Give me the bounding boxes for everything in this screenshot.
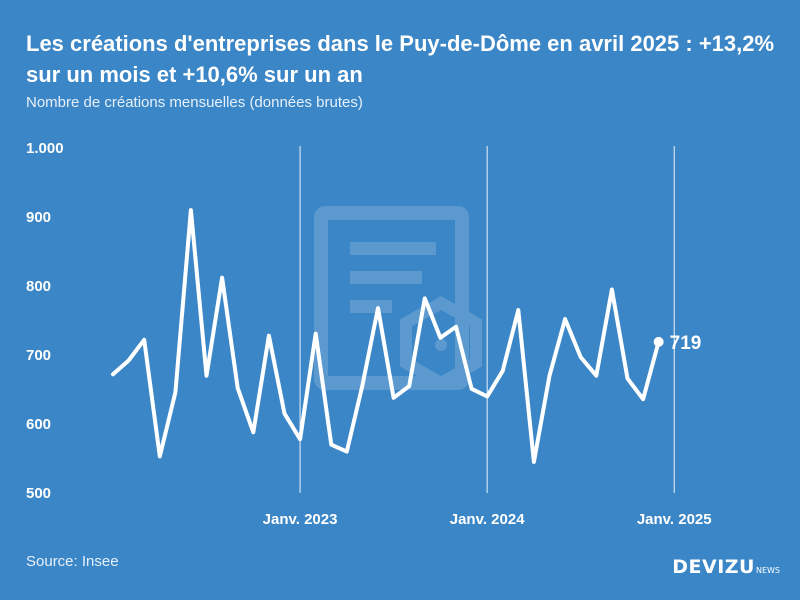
last-value-label: 719	[670, 333, 702, 354]
source-note: Source: Insee	[26, 553, 119, 570]
series-line	[111, 208, 661, 464]
y-tick-label: 500	[26, 485, 51, 502]
brand-logo: DEVIZUNEWS	[672, 556, 780, 578]
y-tick-label: 900	[26, 209, 51, 226]
y-tick-label: 800	[26, 278, 51, 295]
chart-title: Les créations d'entreprises dans le Puy-…	[26, 31, 775, 87]
y-tick-label: 700	[26, 347, 51, 364]
y-tick-label: 600	[26, 416, 51, 433]
brand-name: DEVIZU	[672, 556, 755, 578]
x-tick-label: Janv. 2025	[637, 511, 712, 528]
brand-suffix: NEWS	[755, 566, 780, 575]
chart-subtitle: Nombre de créations mensuelles (données …	[26, 94, 363, 111]
x-tick-label: Janv. 2023	[263, 511, 338, 528]
watermark-document-icon	[314, 206, 482, 390]
x-tick-label: Janv. 2024	[450, 511, 525, 528]
y-tick-label: 1.000	[26, 140, 64, 157]
last-point-marker	[653, 336, 664, 347]
